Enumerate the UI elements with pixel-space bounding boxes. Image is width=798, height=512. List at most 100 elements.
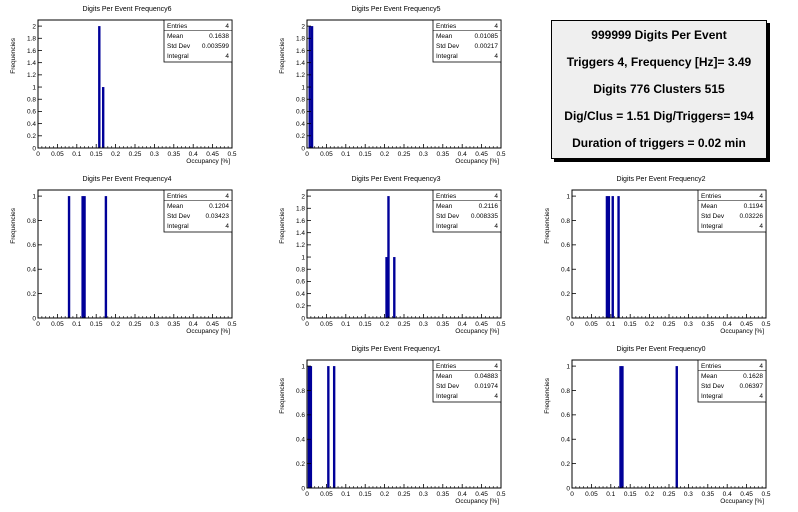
x-axis-title: Occupancy [%] [455, 498, 499, 505]
stats-label: Integral [436, 393, 458, 400]
histogram-bar [98, 26, 101, 148]
y-tick-label: 1.8 [296, 36, 305, 43]
summary-line-digits-per-event: 999999 Digits Per Event [591, 28, 727, 42]
x-tick-label: 0.35 [436, 491, 449, 498]
x-tick-label: 0.05 [585, 491, 598, 498]
summary-line-duration: Duration of triggers = 0.02 min [572, 136, 746, 150]
histogram-bar [619, 366, 622, 488]
x-tick-label: 0.45 [740, 491, 753, 498]
y-tick-label: 0.6 [561, 412, 570, 419]
y-axis-title: Frequencies [10, 37, 17, 74]
y-tick-label: 0 [301, 315, 305, 322]
stats-label: Mean [436, 203, 453, 210]
x-tick-label: 0.1 [606, 491, 615, 498]
y-tick-label: 1.2 [296, 242, 305, 249]
stats-value: 0.04883 [475, 373, 499, 380]
y-tick-label: 0.2 [296, 461, 305, 468]
stats-label: Std Dev [167, 213, 191, 220]
y-tick-label: 1.2 [296, 72, 305, 79]
stats-value: 0.01085 [475, 33, 499, 40]
stats-value: 4 [494, 23, 498, 30]
stats-label: Mean [167, 203, 184, 210]
stats-box: Entries 4 Mean 0.1638 Std Dev 0.003599 Integra… [163, 19, 233, 63]
x-tick-label: 0.3 [419, 491, 428, 498]
x-tick-label: 0.2 [111, 151, 120, 158]
x-tick-label: 0.35 [701, 491, 714, 498]
x-tick-label: 0.45 [475, 491, 488, 498]
y-axis-title: Frequencies [279, 377, 286, 414]
y-tick-label: 0.2 [27, 133, 36, 140]
x-axis-title: Occupancy [%] [186, 328, 230, 335]
y-tick-label: 1 [32, 193, 36, 200]
y-tick-label: 0.8 [27, 97, 36, 104]
x-tick-label: 0.5 [496, 491, 505, 498]
y-tick-label: 0.2 [296, 303, 305, 310]
stats-value: 4 [225, 223, 229, 230]
stats-value: 0.008335 [471, 213, 498, 220]
stats-value: 4 [759, 363, 763, 370]
x-tick-label: 0.5 [227, 321, 236, 328]
stats-label: Entries [436, 193, 457, 200]
x-axis-title: Occupancy [%] [186, 158, 230, 165]
y-tick-label: 0.4 [296, 437, 305, 444]
stats-box-frame [432, 189, 502, 233]
histogram-bar [611, 196, 614, 318]
x-tick-label: 0.3 [684, 491, 693, 498]
y-tick-label: 1.4 [296, 60, 305, 67]
x-tick-label: 0 [570, 321, 574, 328]
stats-value: 0.06397 [740, 383, 764, 390]
x-tick-label: 0.3 [150, 151, 159, 158]
stats-label: Mean [167, 33, 184, 40]
x-tick-label: 0.2 [645, 321, 654, 328]
y-tick-label: 0 [566, 315, 570, 322]
y-tick-label: 1.6 [296, 218, 305, 225]
stats-label: Mean [701, 203, 718, 210]
y-tick-label: 0.2 [561, 291, 570, 298]
x-tick-label: 0.2 [380, 491, 389, 498]
x-tick-label: 0.05 [51, 151, 64, 158]
stats-label: Integral [701, 393, 723, 400]
stats-value: 4 [225, 53, 229, 60]
x-axis-title: Occupancy [%] [455, 328, 499, 335]
y-tick-label: 0.8 [27, 218, 36, 225]
stats-label: Entries [701, 363, 722, 370]
x-tick-label: 0.05 [320, 321, 333, 328]
histogram-bar [81, 196, 84, 318]
stats-label: Mean [436, 373, 453, 380]
y-tick-label: 0.4 [27, 267, 36, 274]
x-tick-label: 0 [305, 321, 309, 328]
y-tick-label: 0.4 [296, 121, 305, 128]
histogram-bar [675, 366, 678, 488]
y-tick-label: 0.2 [296, 133, 305, 140]
histogram-bar [607, 196, 611, 318]
stats-value: 0.03423 [206, 213, 230, 220]
x-tick-label: 0.15 [624, 321, 637, 328]
histogram-title: Digits Per Event Frequency0 [616, 346, 705, 353]
stats-label: Std Dev [701, 213, 725, 220]
x-tick-label: 0.45 [206, 321, 219, 328]
x-tick-label: 0.4 [189, 321, 198, 328]
stats-label: Entries [436, 363, 457, 370]
x-tick-label: 0.2 [380, 151, 389, 158]
x-axis-title: Occupancy [%] [720, 328, 764, 335]
stats-value: 0.1204 [209, 203, 229, 210]
y-tick-label: 0.6 [27, 242, 36, 249]
histogram-panel-1: Digits Per Event Frequency5 0 0.05 0.1 0.15 0… [279, 6, 506, 165]
histogram-bar [621, 366, 624, 488]
stats-label: Entries [167, 23, 188, 30]
stats-label: Std Dev [701, 383, 725, 390]
y-tick-label: 0.8 [296, 388, 305, 395]
y-tick-label: 2 [32, 23, 36, 30]
x-tick-label: 0.35 [436, 151, 449, 158]
x-tick-label: 0.05 [51, 321, 64, 328]
stats-box-frame [697, 189, 767, 233]
stats-box-frame [163, 189, 233, 233]
x-tick-label: 0.4 [458, 321, 467, 328]
y-tick-label: 1 [566, 193, 570, 200]
histogram-bar [605, 196, 609, 318]
y-tick-label: 0.6 [296, 412, 305, 419]
histogram-panel-6: Digits Per Event Frequency0 0 0.05 0.1 0.15 0… [544, 346, 771, 505]
y-tick-label: 1.8 [296, 206, 305, 213]
stats-label: Entries [167, 193, 188, 200]
